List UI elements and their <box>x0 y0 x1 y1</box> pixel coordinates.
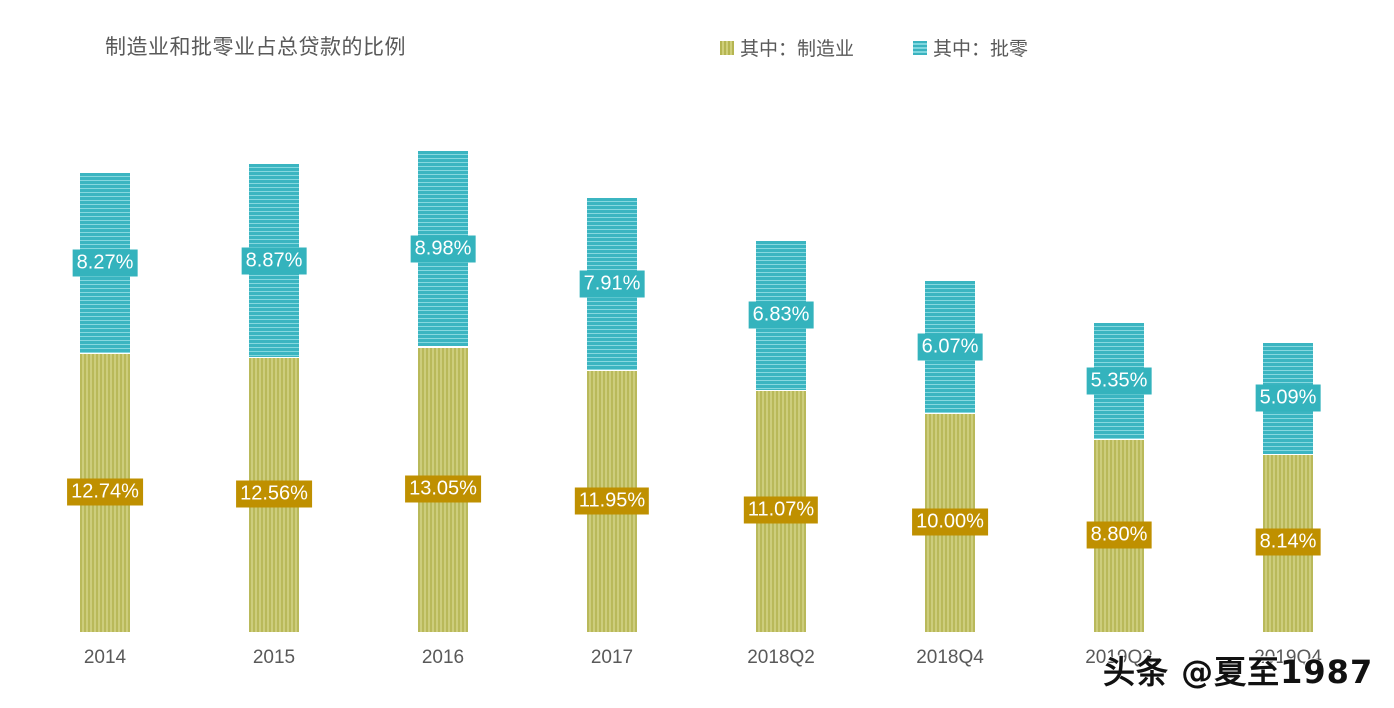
data-label-retail: 8.98% <box>410 235 476 263</box>
data-label-retail: 7.91% <box>579 270 645 298</box>
legend-label-manufacturing: 其中：制造业 <box>740 38 855 60</box>
x-tick-label: 2014 <box>83 647 127 668</box>
chart-title: 制造业和批零业占总贷款的比例 <box>105 35 406 59</box>
x-tick-label: 2019Q2 <box>1085 647 1153 668</box>
data-label-retail: 6.07% <box>917 333 983 361</box>
data-label-retail: 5.35% <box>1086 367 1152 395</box>
x-tick-label: 2017 <box>590 647 634 668</box>
x-tick-label: 2015 <box>252 647 296 668</box>
x-tick-label: 2016 <box>421 647 465 668</box>
legend-label-retail: 其中：批零 <box>933 38 1029 60</box>
legend-swatch-retail <box>913 40 927 55</box>
legend-swatch-manufacturing <box>720 40 734 55</box>
data-label-manufacturing: 10.00% <box>912 508 988 536</box>
data-label-retail: 5.09% <box>1255 384 1321 412</box>
watermark: 头条 @夏至1987 <box>1103 653 1374 691</box>
legend-item-manufacturing: 其中：制造业 <box>720 34 854 61</box>
data-label-retail: 6.83% <box>748 301 814 329</box>
data-label-manufacturing: 12.74% <box>67 478 143 506</box>
data-label-manufacturing: 11.95% <box>574 487 650 515</box>
data-label-manufacturing: 12.56% <box>236 480 312 508</box>
x-tick-label: 2019Q4 <box>1254 647 1322 668</box>
data-label-manufacturing: 8.14% <box>1255 528 1321 556</box>
x-tick-label: 2018Q4 <box>916 647 984 668</box>
data-label-retail: 8.87% <box>241 247 307 274</box>
x-tick-label: 2018Q2 <box>747 647 815 668</box>
data-label-manufacturing: 13.05% <box>405 475 481 503</box>
data-label-manufacturing: 11.07% <box>743 496 819 524</box>
data-label-manufacturing: 8.80% <box>1086 521 1152 549</box>
legend-item-retail: 其中：批零 <box>913 34 1028 61</box>
data-label-retail: 8.27% <box>72 249 138 277</box>
